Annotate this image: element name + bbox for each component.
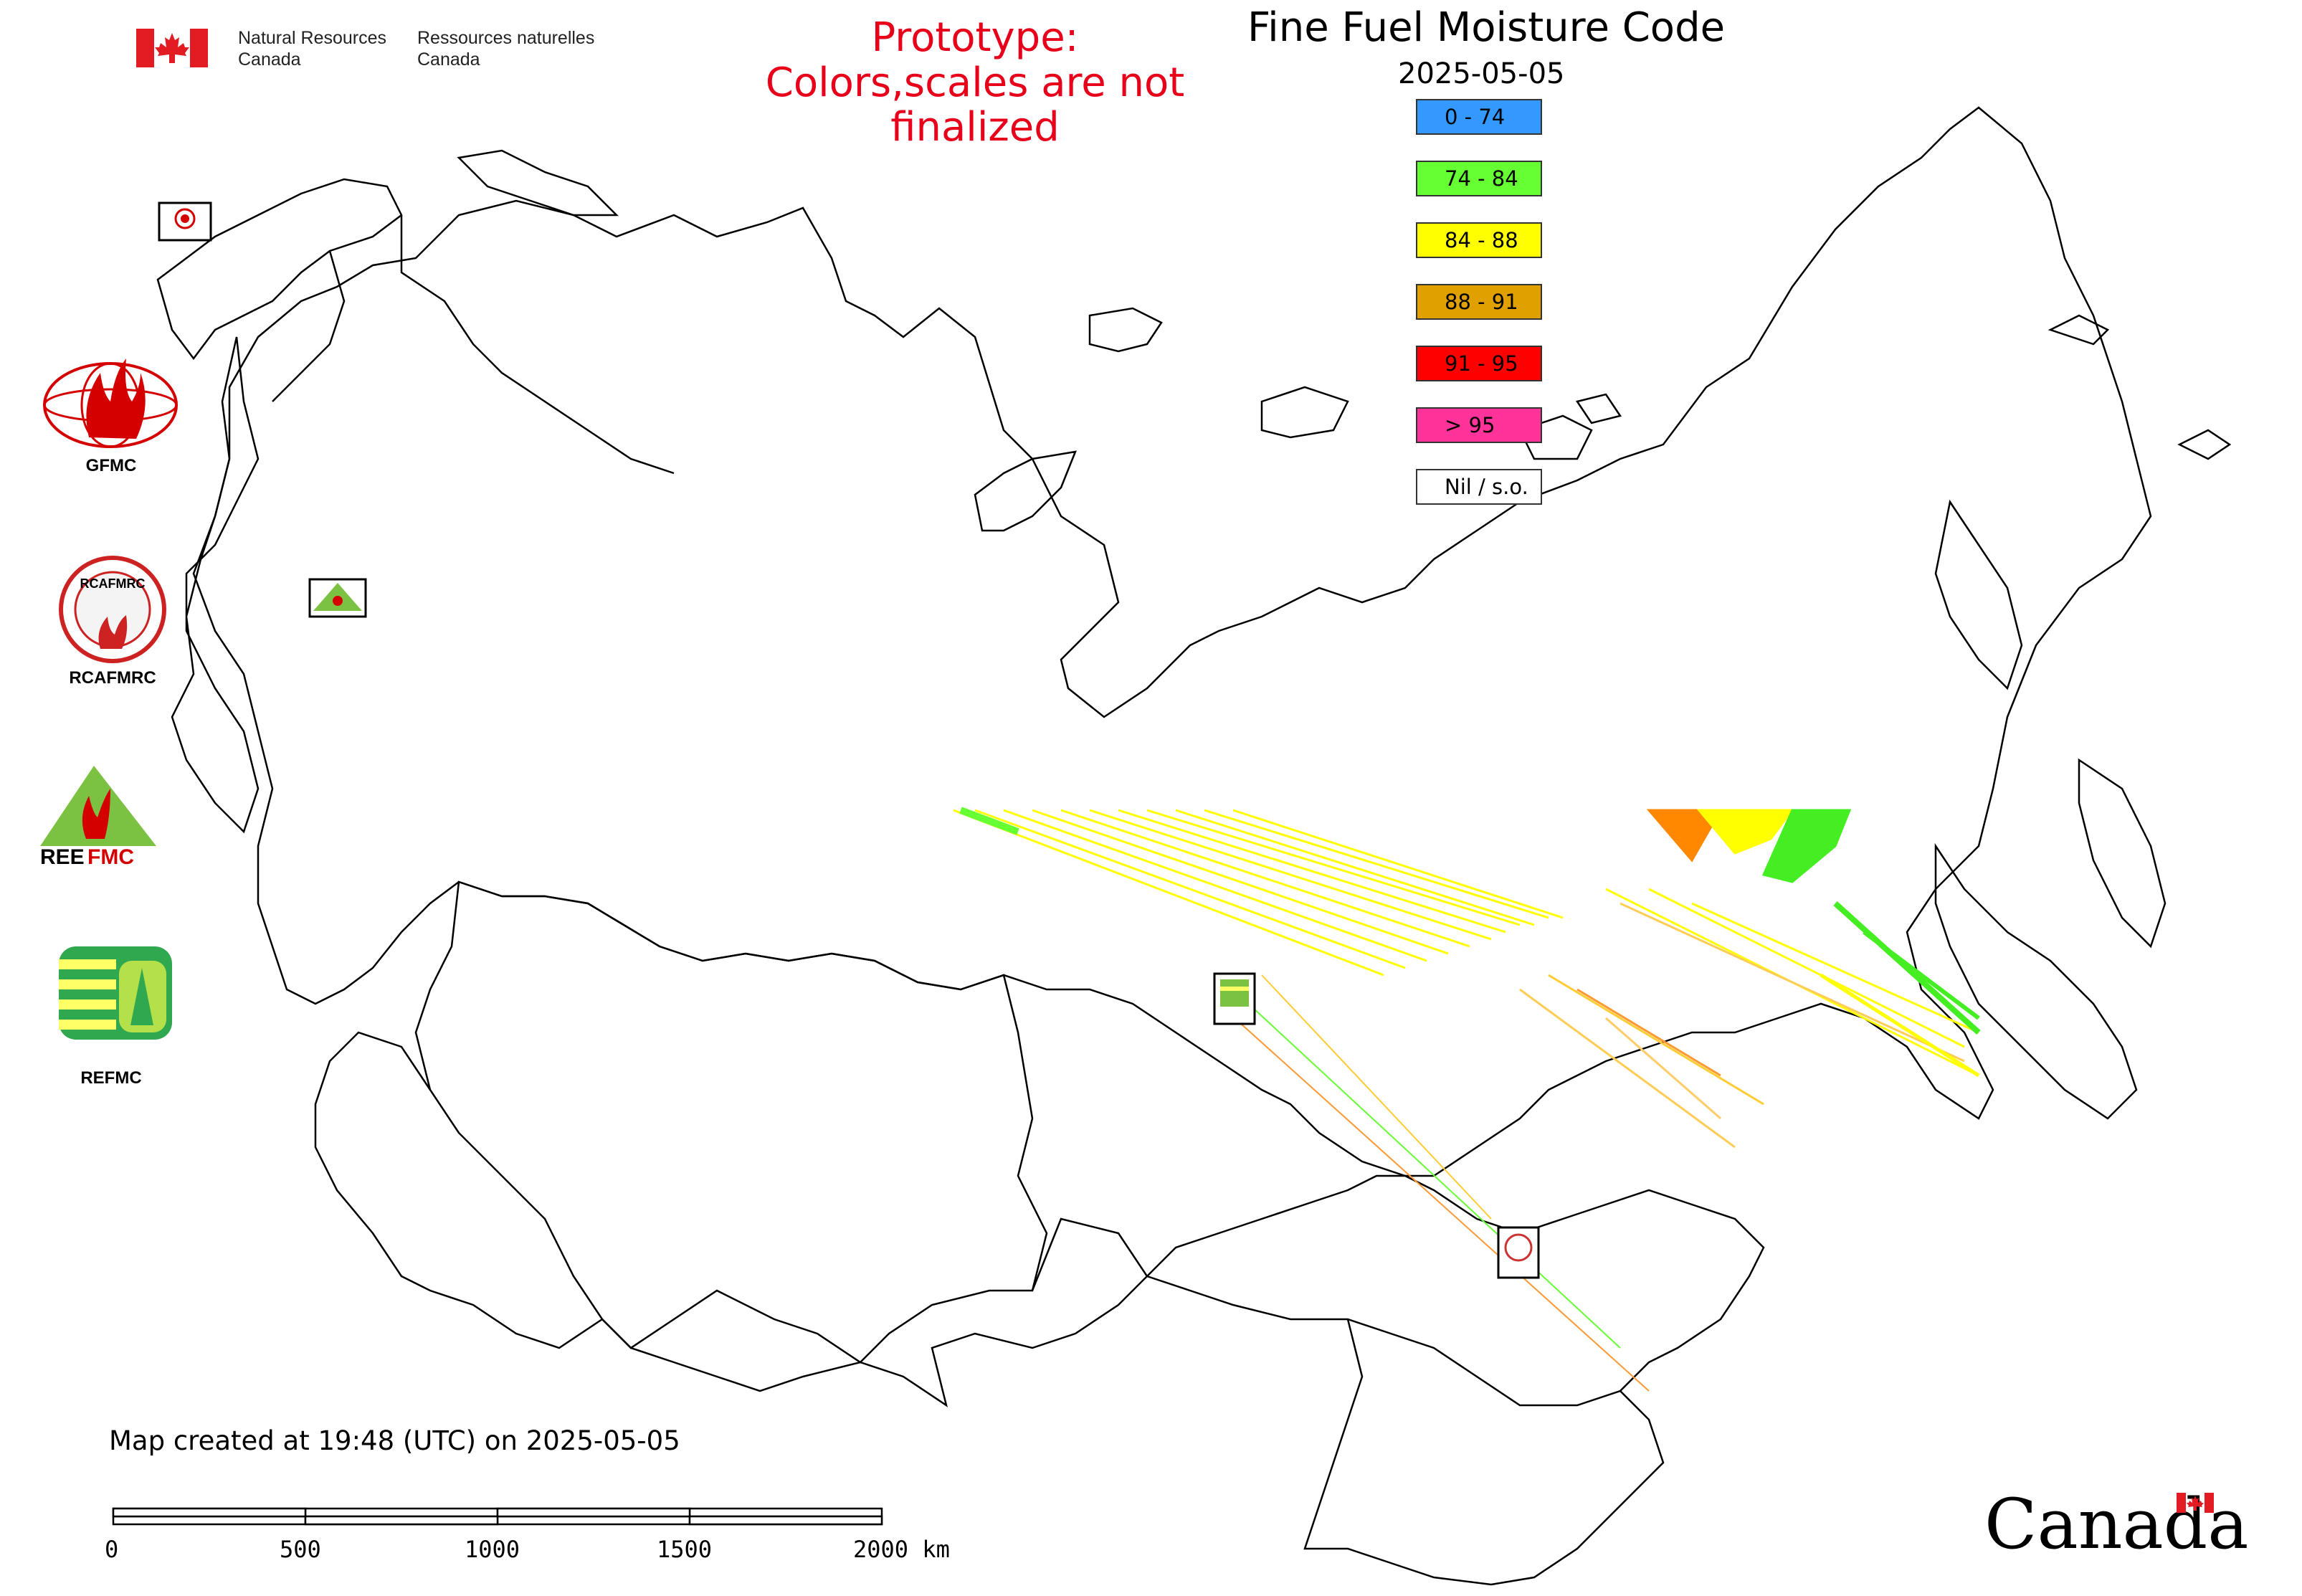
refmc-caption: REFMC (80, 1068, 142, 1088)
legend-item: 84 - 88 (1416, 222, 1542, 258)
prototype-line2: Colors,scales are not finalized (765, 59, 1185, 151)
gfmc-caption: GFMC (85, 456, 137, 475)
map-title: Fine Fuel Moisture Code (1247, 4, 1726, 51)
canada-flag-icon (136, 29, 208, 67)
svg-text:FMC: FMC (87, 845, 134, 869)
nrcan-en-line1: Natural Resources (238, 28, 387, 48)
map-marker-refmc (1213, 972, 1256, 1025)
scale-bar (112, 1507, 883, 1526)
map-created-text: Map created at 19:48 (UTC) on 2025-05-05 (109, 1425, 680, 1456)
prototype-line1: Prototype: (871, 14, 1079, 61)
scale-label-1000: 1000 (465, 1536, 520, 1563)
scale-label-0: 0 (105, 1536, 119, 1563)
legend-item: 91 - 95 (1416, 346, 1542, 381)
svg-text:RCAFMRC: RCAFMRC (80, 576, 146, 591)
map-date: 2025-05-05 (1398, 57, 1565, 90)
map-marker-rcafmrc (1497, 1226, 1540, 1279)
ffmc-data-overlay (953, 807, 1981, 1392)
scale-label-500: 500 (280, 1536, 321, 1563)
legend-item: 74 - 84 (1416, 161, 1542, 196)
legend-item: 88 - 91 (1416, 284, 1542, 320)
rcafmrc-logo: RCAFMRC (59, 556, 166, 663)
canada-wordmark: Canada (1984, 1484, 2248, 1564)
scale-label-2000: 2000 km (853, 1536, 950, 1563)
reefmc-logo: REE FMC (40, 766, 156, 869)
nrcan-fr-line2: Canada (417, 49, 480, 70)
nrcan-en-line2: Canada (238, 49, 301, 70)
scale-label-1500: 1500 (657, 1536, 713, 1563)
gfmc-logo (43, 358, 178, 448)
prototype-notice: Prototype: Colors,scales are not finaliz… (688, 14, 1262, 151)
map-marker-reefmc (308, 578, 367, 618)
legend-item: > 95 (1416, 407, 1542, 443)
map-marker-gfmc (158, 201, 212, 242)
rcafmrc-caption: RCAFMRC (69, 668, 156, 688)
country-boundaries (156, 106, 2232, 1586)
svg-text:REE: REE (40, 845, 85, 869)
nrcan-fr-line1: Ressources naturelles (417, 28, 595, 48)
legend-item: Nil / s.o. (1416, 469, 1542, 505)
wordmark-flag-icon (2177, 1493, 2214, 1513)
refmc-logo (59, 946, 172, 1040)
legend-item: 0 - 74 (1416, 99, 1542, 135)
